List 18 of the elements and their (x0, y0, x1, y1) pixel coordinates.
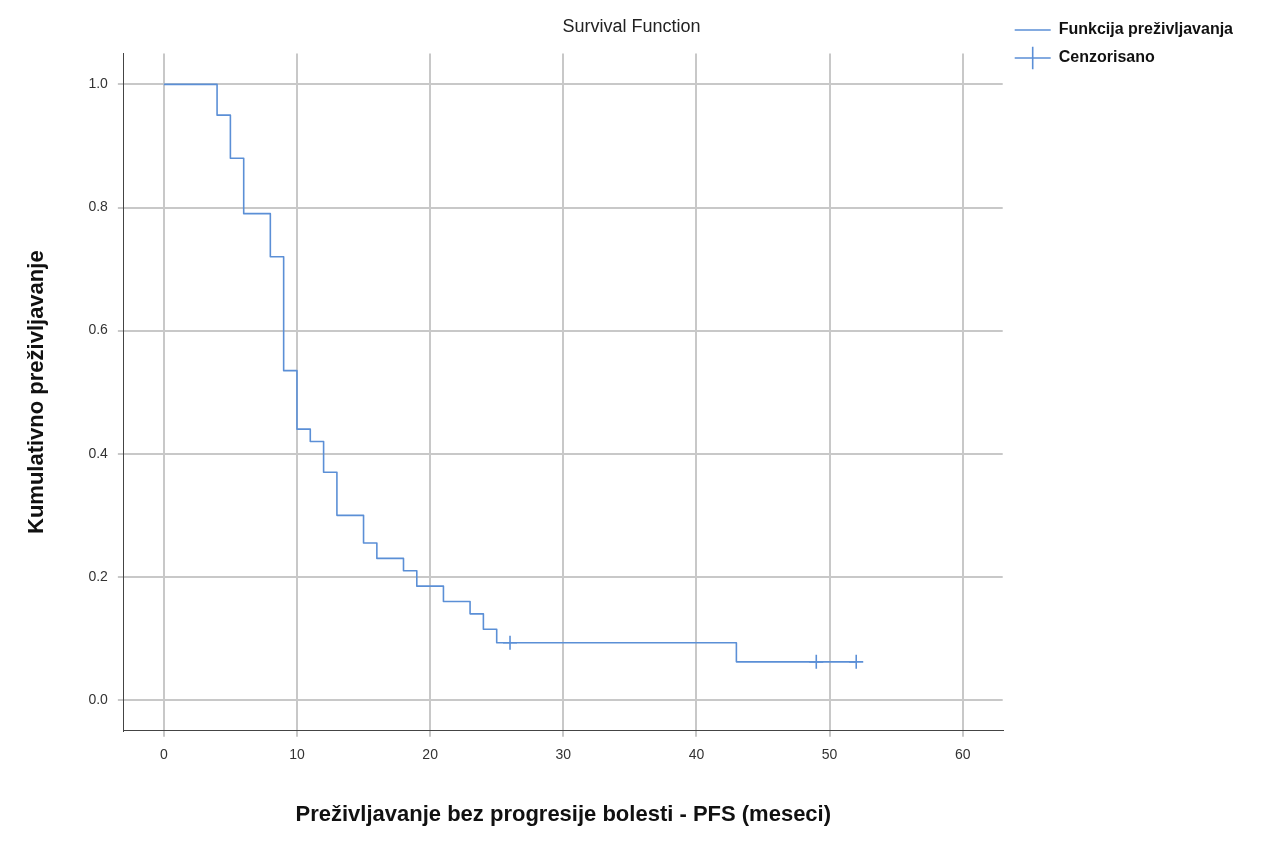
x-tick-label: 50 (821, 746, 838, 763)
chart-title: Survival Function (562, 15, 701, 36)
x-tick-label: 60 (954, 746, 971, 763)
x-tick-label: 30 (555, 746, 572, 763)
x-tick-label: 10 (289, 746, 305, 763)
legend-label: Funkcija preživljavanja (1058, 20, 1234, 38)
legend-label: Cenzorisano (1058, 48, 1155, 66)
x-tick-label: 0 (159, 746, 168, 763)
y-tick-label: 0.8 (88, 198, 109, 215)
x-axis-title: Preživljavanje bez progresije bolesti - PFS (meseci) (295, 800, 832, 826)
y-tick-label: 0.6 (88, 321, 109, 338)
x-tick-label: 20 (422, 746, 439, 763)
x-tick-label: 40 (688, 746, 705, 763)
y-tick-label: 0.4 (88, 444, 109, 461)
y-tick-label: 0.0 (88, 690, 109, 707)
y-axis-title: Kumulativno preživljavanje (23, 250, 49, 535)
y-tick-label: 0.2 (88, 567, 109, 584)
y-tick-label: 1.0 (88, 75, 109, 92)
